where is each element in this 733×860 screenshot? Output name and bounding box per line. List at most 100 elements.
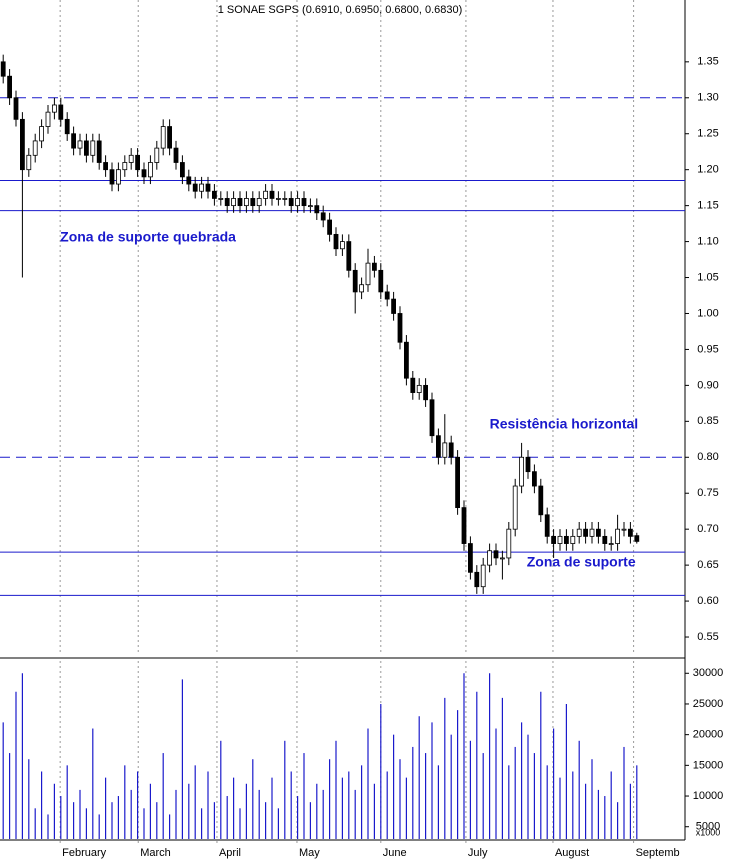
candle-body bbox=[205, 183, 211, 192]
candle-body bbox=[320, 212, 326, 221]
x-tick-label: April bbox=[219, 847, 241, 859]
candle-body bbox=[391, 298, 397, 314]
candle-body bbox=[551, 535, 556, 544]
candle-body bbox=[295, 198, 301, 207]
candle-body bbox=[224, 198, 230, 207]
y-tick-label: 25000 bbox=[693, 698, 724, 710]
y-tick-label: 0.70 bbox=[697, 523, 718, 535]
candle-body bbox=[365, 262, 371, 286]
candle-body bbox=[544, 514, 550, 537]
candle-body bbox=[90, 140, 96, 156]
candle-body bbox=[339, 241, 345, 250]
candle-body bbox=[26, 154, 32, 171]
candle-body bbox=[327, 219, 333, 235]
y-tick-label: 0.80 bbox=[697, 451, 718, 463]
candle-body bbox=[532, 471, 537, 487]
candle-body bbox=[58, 104, 64, 120]
candle-body bbox=[269, 190, 275, 199]
candle-body bbox=[384, 291, 390, 300]
y-tick-label: 1.15 bbox=[697, 200, 718, 212]
candle-body bbox=[461, 507, 467, 544]
candle-body bbox=[371, 262, 377, 271]
candle-body bbox=[487, 550, 493, 566]
candle-body bbox=[122, 162, 128, 171]
candle-body bbox=[71, 133, 76, 149]
y-tick-label: 10000 bbox=[693, 790, 724, 802]
candle-body bbox=[416, 384, 422, 393]
candle-body bbox=[243, 198, 249, 207]
candle-body bbox=[423, 384, 429, 401]
candle-body bbox=[474, 571, 480, 588]
candle-body bbox=[173, 147, 179, 163]
candle-body bbox=[538, 485, 544, 516]
x-tick-label: August bbox=[555, 847, 589, 859]
candle-body bbox=[352, 269, 358, 293]
x-tick-label: May bbox=[299, 847, 320, 859]
candle-body bbox=[435, 435, 441, 458]
candle-body bbox=[455, 456, 461, 509]
y-tick-label: 1.35 bbox=[697, 56, 718, 68]
candle-body bbox=[596, 528, 601, 537]
candle-body bbox=[7, 75, 12, 99]
y-tick-label: 0.95 bbox=[697, 343, 718, 355]
candle-body bbox=[250, 198, 256, 207]
y-tick-label: 30000 bbox=[693, 667, 724, 679]
y-tick-label: 0.75 bbox=[697, 487, 718, 499]
candle-body bbox=[493, 550, 499, 559]
candle-body bbox=[282, 198, 288, 200]
x-tick-label: February bbox=[62, 847, 107, 859]
candle-body bbox=[448, 442, 454, 458]
candle-body bbox=[628, 528, 633, 537]
x-tick-label: July bbox=[468, 847, 488, 859]
x-tick-label: June bbox=[383, 847, 407, 859]
annotation: Zona de suporte quebrada bbox=[60, 229, 236, 245]
candle-body bbox=[77, 140, 83, 149]
y-tick-label: 1.25 bbox=[697, 128, 718, 140]
candle-body bbox=[359, 284, 365, 293]
candle-body bbox=[160, 126, 166, 149]
y-tick-label: 0.65 bbox=[697, 559, 718, 571]
candle-body bbox=[192, 183, 198, 192]
candle-body bbox=[141, 169, 147, 178]
candle-body bbox=[103, 162, 108, 171]
y-tick-label: 0.90 bbox=[697, 379, 718, 391]
candle-body bbox=[410, 377, 416, 393]
candle-body bbox=[109, 169, 115, 185]
candle-body bbox=[116, 169, 121, 185]
y-tick-label: 1.20 bbox=[697, 164, 718, 176]
y-tick-label: 0.55 bbox=[697, 631, 718, 643]
candle-body bbox=[0, 61, 6, 77]
candle-body bbox=[557, 535, 563, 544]
candle-body bbox=[301, 198, 307, 207]
candle-body bbox=[135, 154, 141, 171]
candle-body bbox=[19, 118, 25, 171]
candle-body bbox=[506, 528, 512, 559]
candle-body bbox=[314, 205, 320, 214]
candle-body bbox=[45, 111, 51, 127]
candle-body bbox=[570, 535, 576, 544]
candle-body bbox=[231, 198, 237, 207]
candle-body bbox=[96, 140, 102, 163]
annotation: Zona de suporte bbox=[527, 554, 636, 570]
candle-body bbox=[602, 535, 608, 544]
candle-body bbox=[583, 528, 588, 537]
x-tick-label: March bbox=[140, 847, 171, 859]
candle-body bbox=[128, 154, 134, 163]
y-tick-label: 20000 bbox=[693, 729, 724, 741]
candle-body bbox=[480, 564, 486, 588]
candle-body bbox=[467, 543, 473, 573]
candle-body bbox=[442, 442, 448, 458]
y-tick-label: 1.00 bbox=[697, 307, 718, 319]
candle-body bbox=[499, 557, 505, 560]
candle-body bbox=[32, 140, 38, 156]
y-tick-label: 1.10 bbox=[697, 235, 718, 247]
candle-body bbox=[84, 140, 89, 156]
candle-body bbox=[346, 241, 352, 271]
candle-body bbox=[615, 528, 620, 544]
candle-body bbox=[519, 456, 524, 487]
candle-body bbox=[564, 535, 569, 544]
candle-body bbox=[147, 162, 153, 178]
y-tick-label: 1.05 bbox=[697, 271, 718, 283]
